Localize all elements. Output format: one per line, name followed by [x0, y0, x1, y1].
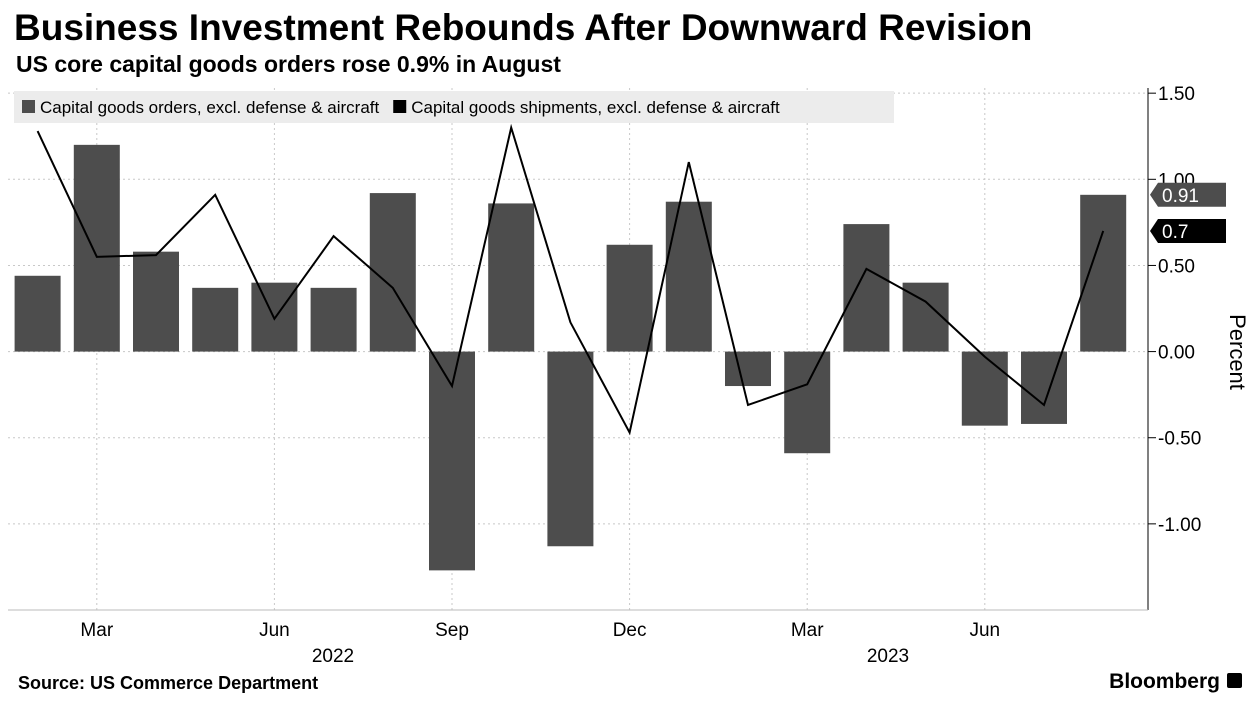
bar	[429, 351, 475, 571]
y-tick-label: 0.00	[1158, 343, 1195, 364]
bar	[488, 203, 535, 352]
bar	[606, 244, 653, 352]
year-label: 2022	[312, 646, 354, 667]
x-tick-label: Dec	[613, 620, 647, 641]
bar	[547, 351, 594, 547]
bar	[1080, 194, 1127, 352]
x-tick-label: Mar	[80, 620, 113, 641]
year-label: 2023	[867, 646, 909, 667]
legend-swatch	[22, 100, 35, 113]
end-label-text: 0.7	[1162, 222, 1188, 243]
bar	[961, 351, 1008, 426]
brand: Bloomberg	[1109, 670, 1220, 693]
bar	[725, 351, 771, 387]
chart-title: Business Investment Rebounds After Downw…	[14, 7, 1032, 48]
chart-subtitle: US core capital goods orders rose 0.9% i…	[16, 51, 561, 77]
x-tick-label: Sep	[435, 620, 469, 641]
legend-label: Capital goods shipments, excl. defense &…	[411, 98, 780, 117]
x-tick-label: Jun	[259, 620, 290, 641]
brand-icon	[1227, 673, 1242, 688]
end-label-text: 0.91	[1162, 186, 1199, 207]
bar	[14, 275, 61, 352]
end-label-box	[1150, 182, 1226, 207]
y-tick-label: 0.50	[1158, 256, 1195, 277]
y-tick-label: -0.50	[1158, 429, 1201, 450]
bar	[133, 251, 179, 352]
legend-bg	[14, 91, 894, 123]
y-tick-label: 1.50	[1158, 84, 1195, 105]
bar	[369, 193, 416, 352]
bar	[73, 144, 120, 352]
bar	[784, 351, 831, 454]
line	[36, 123, 1105, 436]
bar	[192, 287, 239, 352]
y-axis-label: Percent	[1225, 314, 1250, 390]
bar	[1021, 351, 1067, 424]
end-label: 0.7	[1150, 218, 1226, 243]
y-tick-label: -1.00	[1158, 515, 1201, 536]
end-label: 0.91	[1150, 182, 1226, 207]
x-tick-label: Mar	[791, 620, 824, 641]
end-label-box	[1150, 218, 1226, 243]
legend-swatch	[393, 100, 407, 113]
source: Source: US Commerce Department	[18, 673, 318, 693]
bar	[310, 287, 357, 352]
legend-label: Capital goods orders, excl. defense & ai…	[40, 98, 380, 117]
bar	[843, 224, 890, 352]
x-tick-label: Jun	[969, 620, 1000, 641]
